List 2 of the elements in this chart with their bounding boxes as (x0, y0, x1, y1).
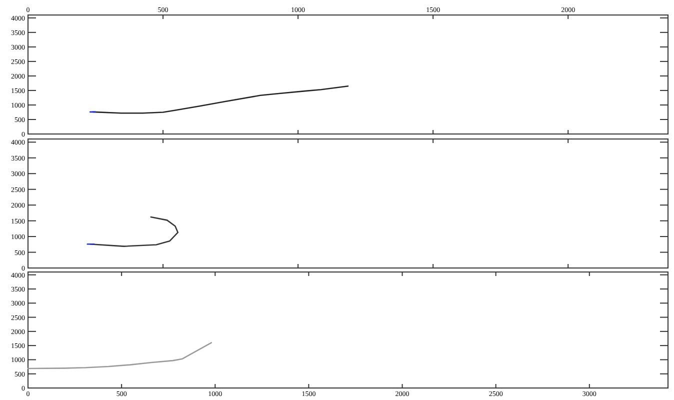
line-series (89, 216, 179, 247)
line-series (27, 342, 212, 370)
